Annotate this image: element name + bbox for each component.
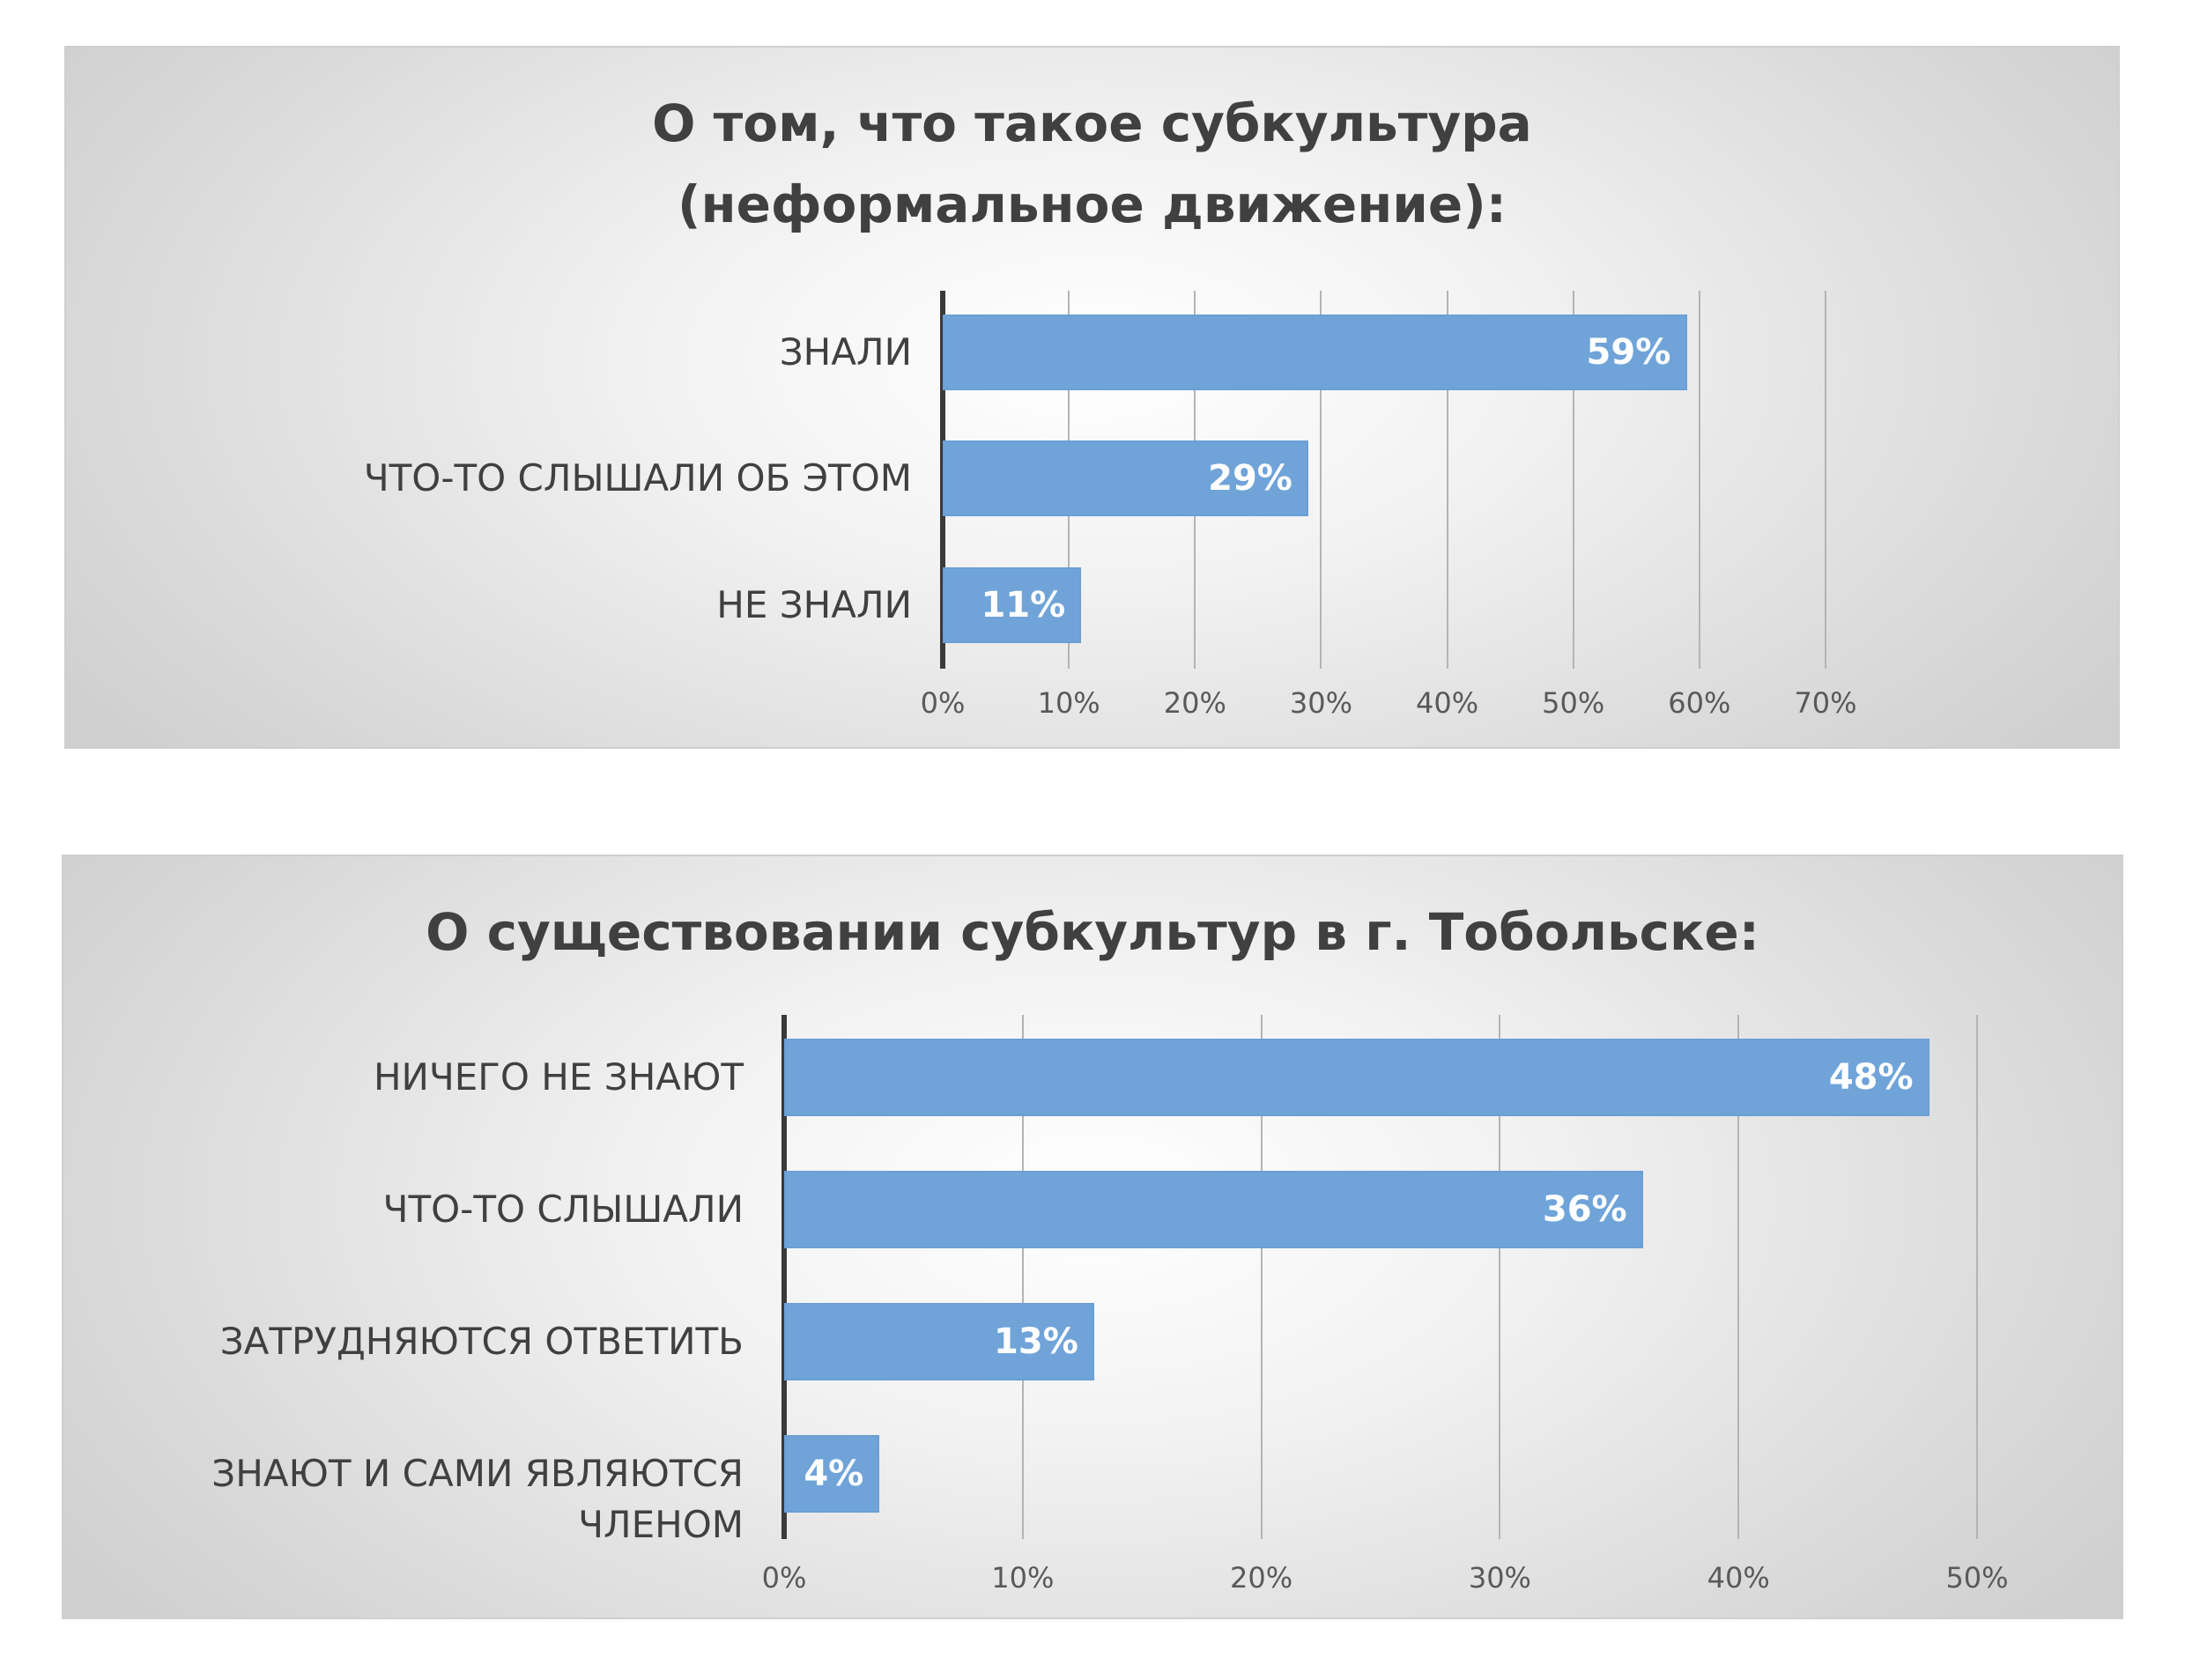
bar — [784, 1435, 880, 1513]
category-label: НИЧЕГО НЕ ЗНАЮТ — [373, 1055, 744, 1099]
bar-data-label: 59% — [1586, 332, 1671, 373]
gridline — [1320, 291, 1322, 669]
category-label: ЗНАЛИ — [779, 330, 912, 374]
x-tick-label: 40% — [1416, 686, 1479, 720]
bar-data-label: 4% — [804, 1454, 864, 1494]
gridline — [1260, 1015, 1263, 1539]
chart-title: О том, что такое субкультура (неформально… — [66, 83, 2118, 245]
gridline — [1698, 291, 1700, 669]
category-label: ЧТО-ТО СЛЫШАЛИ — [382, 1188, 744, 1231]
x-tick-label: 30% — [1289, 686, 1352, 720]
bar-data-label: 13% — [994, 1321, 1078, 1362]
bar-data-label: 48% — [1828, 1057, 1914, 1098]
gridline — [1021, 1015, 1024, 1539]
bar-data-label: 36% — [1542, 1189, 1627, 1230]
chart-title-line: О существовании субкультур в г. Тобольск… — [426, 902, 1759, 962]
bar — [943, 567, 1082, 643]
bar — [784, 1039, 1929, 1116]
x-tick-label: 10% — [1037, 686, 1100, 720]
category-label: ЗАТРУДНЯЮТСЯ ОТВЕТИТЬ — [219, 1320, 744, 1363]
x-tick-label: 30% — [1468, 1561, 1531, 1595]
chart-panel-tobolsk: О существовании субкультур в г. Тобольск… — [62, 855, 2123, 1619]
gridline — [1572, 291, 1574, 669]
gridline — [1976, 1015, 1978, 1539]
x-tick-label: 50% — [1945, 1561, 2009, 1595]
bar-data-label: 11% — [981, 585, 1066, 625]
category-label: НЕ ЗНАЛИ — [716, 583, 912, 626]
bar-data-label: 29% — [1208, 458, 1292, 499]
bar — [943, 315, 1687, 390]
x-tick-label: 70% — [1794, 686, 1857, 720]
x-tick-label: 40% — [1707, 1561, 1770, 1595]
x-tick-label: 0% — [920, 686, 966, 720]
x-tick-label: 0% — [761, 1561, 807, 1595]
chart-title-line: О том, что такое субкультура (неформально… — [652, 93, 1532, 234]
x-tick-label: 20% — [1163, 686, 1226, 720]
bar — [784, 1171, 1643, 1248]
chart-title: О существовании субкультур в г. Тобольск… — [63, 892, 2122, 973]
gridline — [1446, 291, 1448, 669]
x-tick-label: 10% — [991, 1561, 1055, 1595]
gridline — [1499, 1015, 1501, 1539]
x-tick-label: 60% — [1668, 686, 1731, 720]
category-label: ЧТО-ТО СЛЫШАЛИ ОБ ЭТОМ — [363, 456, 912, 500]
gridline — [1737, 1015, 1740, 1539]
bar — [943, 440, 1309, 516]
x-tick-label: 50% — [1542, 686, 1605, 720]
chart-panel-knowledge: О том, что такое субкультура (неформально… — [64, 46, 2120, 749]
gridline — [1825, 291, 1826, 669]
x-tick-label: 20% — [1230, 1561, 1293, 1595]
bar — [784, 1303, 1095, 1380]
category-label: ЗНАЮТ И САМИ ЯВЛЯЮТСЯ ЧЛЕНОМ — [211, 1452, 744, 1546]
y-axis-line — [781, 1015, 787, 1539]
